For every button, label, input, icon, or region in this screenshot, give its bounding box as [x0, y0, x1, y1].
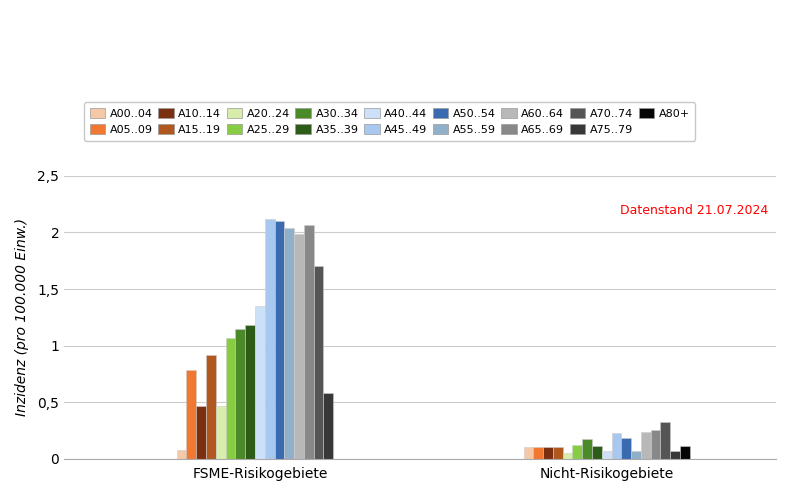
Bar	[661, 423, 670, 459]
Bar	[602, 451, 611, 459]
Bar	[284, 228, 294, 459]
Bar	[641, 432, 650, 459]
Bar	[186, 371, 196, 459]
Bar	[196, 406, 206, 459]
Bar	[622, 438, 631, 459]
Bar	[323, 393, 333, 459]
Bar	[680, 446, 690, 459]
Bar	[592, 446, 602, 459]
Bar	[553, 447, 562, 459]
Bar	[245, 325, 255, 459]
Bar	[573, 445, 582, 459]
Bar	[314, 266, 323, 459]
Bar	[206, 355, 216, 459]
Bar	[543, 447, 553, 459]
Bar	[650, 431, 661, 459]
Bar	[562, 453, 573, 459]
Bar	[611, 433, 622, 459]
Bar	[534, 447, 543, 459]
Bar	[582, 439, 592, 459]
Bar	[304, 225, 314, 459]
Bar	[177, 449, 186, 459]
Legend: A00..04, A05..09, A10..14, A15..19, A20..24, A25..29, A30..34, A35..39, A40..44,: A00..04, A05..09, A10..14, A15..19, A20.…	[84, 102, 695, 140]
Bar	[216, 406, 226, 459]
Bar	[265, 219, 274, 459]
Bar	[670, 451, 680, 459]
Bar	[235, 328, 245, 459]
Bar	[255, 306, 265, 459]
Bar	[226, 338, 235, 459]
Bar	[294, 234, 304, 459]
Y-axis label: Inzidenz (pro 100.000 Einw.): Inzidenz (pro 100.000 Einw.)	[15, 218, 29, 416]
Bar	[274, 221, 284, 459]
Bar	[631, 451, 641, 459]
Text: Datenstand 21.07.2024: Datenstand 21.07.2024	[620, 204, 769, 217]
Bar	[523, 447, 534, 459]
